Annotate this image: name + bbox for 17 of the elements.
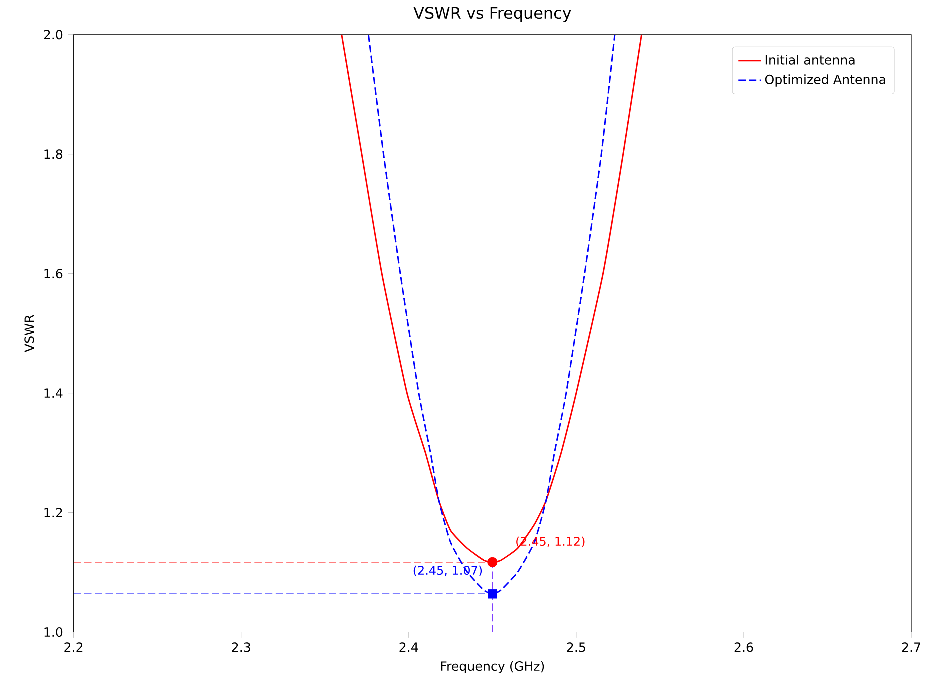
x-tick-label: 2.6 — [734, 642, 754, 652]
x-tick-label: 2.5 — [567, 642, 586, 652]
legend-label: Optimized Antenna — [765, 74, 886, 87]
y-tick-label: 1.8 — [44, 150, 63, 160]
chart-title: VSWR vs Frequency — [414, 6, 572, 22]
x-tick-label: 2.3 — [232, 642, 250, 652]
y-tick-label: 1.0 — [44, 627, 63, 637]
x-axis-title: Frequency (GHz) — [441, 661, 544, 674]
x-tick-label: 2.4 — [400, 642, 418, 652]
y-tick-label: 1.4 — [44, 388, 63, 398]
y-tick-label: 2.0 — [44, 30, 63, 40]
x-tick-label: 2.2 — [64, 642, 83, 652]
y-tick-label: 1.6 — [44, 269, 63, 279]
x-tick-label: 2.7 — [902, 642, 920, 652]
y-axis-title: VSWR — [24, 314, 34, 352]
y-tick-label: 1.2 — [44, 508, 62, 518]
legend-label: Initial antenna — [766, 55, 855, 65]
